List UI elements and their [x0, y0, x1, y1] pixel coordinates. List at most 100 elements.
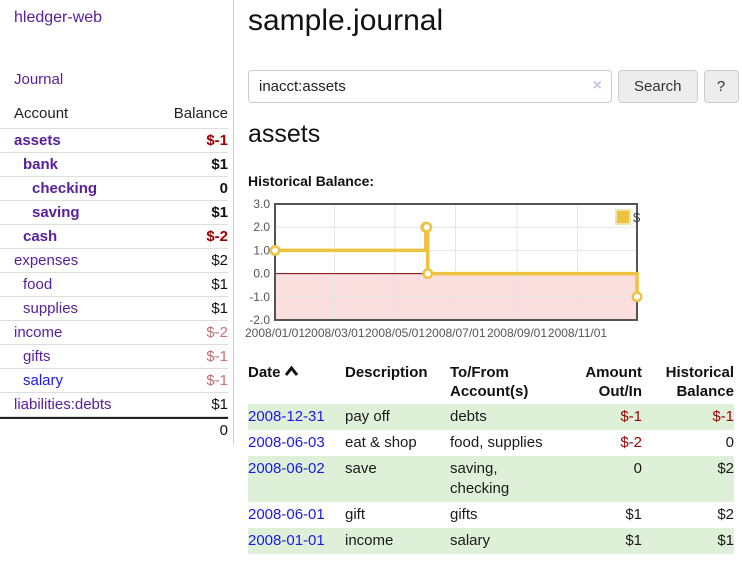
- svg-text:2008/09/01: 2008/09/01: [487, 326, 547, 340]
- transaction-balance: $2: [717, 506, 734, 523]
- chart-title: Historical Balance:: [248, 173, 375, 189]
- account-row: expenses $2: [0, 249, 228, 273]
- account-row: saving $1: [0, 201, 228, 225]
- account-link[interactable]: gifts: [23, 348, 51, 365]
- account-row: assets $-1: [0, 129, 228, 153]
- svg-text:2008/07/01: 2008/07/01: [425, 326, 485, 340]
- transaction-balance: $-1: [712, 408, 734, 425]
- app-title-link[interactable]: hledger-web: [14, 9, 103, 26]
- account-row: salary $-1: [0, 369, 228, 393]
- account-balance: $1: [211, 276, 228, 293]
- sort-ascending-icon: [284, 363, 298, 382]
- search-bar: × Search ?: [248, 70, 739, 103]
- account-link[interactable]: income: [14, 324, 63, 341]
- transaction-date-link[interactable]: 2008-06-01: [248, 506, 325, 523]
- transaction-amount: $1: [625, 506, 642, 523]
- svg-text:-1.0: -1.0: [249, 290, 270, 304]
- column-header-accounts: To/From Account(s): [450, 362, 585, 404]
- svg-text:1.0: 1.0: [253, 243, 270, 257]
- balance-column-header: Balance: [173, 105, 228, 122]
- account-row: food $1: [0, 273, 228, 297]
- account-balance: $2: [211, 252, 228, 269]
- amount-header-line1: Amount: [585, 364, 642, 381]
- clear-search-icon[interactable]: ×: [592, 77, 602, 94]
- transaction-description: pay off: [345, 408, 390, 425]
- svg-text:2008/05/01: 2008/05/01: [365, 326, 425, 340]
- account-row: checking 0: [0, 177, 228, 201]
- transaction-description: eat & shop: [345, 434, 417, 451]
- accounts-tree-header: Account Balance: [0, 102, 228, 129]
- main-content: sample.journal × Search ? assets Histori…: [245, 0, 739, 582]
- account-link[interactable]: expenses: [14, 252, 79, 269]
- account-balance: $1: [211, 204, 228, 221]
- account-row: income $-2: [0, 321, 228, 345]
- account-balance: $-1: [206, 372, 228, 389]
- register-row: 2008-06-01 gift gifts $1 $2: [248, 502, 734, 528]
- register-row: 2008-06-03 eat & shop food, supplies $-2…: [248, 430, 734, 456]
- transaction-date-link[interactable]: 2008-01-01: [248, 532, 325, 549]
- transaction-date-link[interactable]: 2008-12-31: [248, 408, 325, 425]
- transaction-description: income: [345, 532, 394, 549]
- account-row: supplies $1: [0, 297, 228, 321]
- account-link[interactable]: assets: [14, 132, 61, 149]
- svg-text:0.0: 0.0: [253, 267, 270, 281]
- accounts-column-header: Account: [14, 105, 69, 122]
- account-balance: $1: [211, 396, 228, 413]
- sidebar-item-journal[interactable]: Journal: [14, 71, 64, 88]
- svg-text:2008/11/01: 2008/11/01: [548, 326, 607, 340]
- account-row: gifts $-1: [0, 345, 228, 369]
- account-link[interactable]: salary: [23, 372, 64, 389]
- register-row: 2008-12-31 pay off debts $-1 $-1: [248, 404, 734, 430]
- account-link[interactable]: cash: [23, 228, 58, 245]
- transaction-amount: $-2: [620, 434, 642, 451]
- account-link[interactable]: checking: [32, 180, 98, 197]
- accounts-total-row: 0: [0, 417, 228, 441]
- register-row: 2008-01-01 income salary $1 $1: [248, 528, 734, 554]
- transaction-balance: 0: [725, 434, 734, 451]
- register-rows: 2008-12-31 pay off debts $-1 $-1 2008-06…: [248, 404, 734, 554]
- transaction-balance: $2: [717, 460, 734, 477]
- accounts-total-value: 0: [219, 421, 228, 439]
- svg-text:$: $: [633, 210, 641, 225]
- help-button[interactable]: ?: [703, 70, 739, 103]
- account-link[interactable]: food: [23, 276, 53, 293]
- account-row: liabilities:debts $1: [0, 393, 228, 417]
- transaction-amount: $1: [625, 532, 642, 549]
- transaction-description: gift: [345, 506, 366, 523]
- account-link[interactable]: supplies: [23, 300, 79, 317]
- sidebar: hledger-web Journal Account Balance asse…: [0, 0, 234, 444]
- accounts-header-line2: Account(s): [450, 383, 529, 400]
- svg-text:2.0: 2.0: [253, 220, 270, 234]
- transaction-accounts: saving, checking: [450, 460, 510, 497]
- transaction-amount: 0: [633, 460, 642, 477]
- balance-header-line2: Balance: [676, 383, 734, 400]
- account-balance: $-1: [206, 132, 228, 149]
- account-link[interactable]: saving: [32, 204, 80, 221]
- transaction-amount: $-1: [620, 408, 642, 425]
- account-balance: $-1: [206, 348, 228, 365]
- transaction-balance: $1: [717, 532, 734, 549]
- svg-text:2008/01/01: 2008/01/01: [245, 326, 305, 340]
- historical-balance-chart: $3.0 2.0 1.0 0.0 -1.0 -2.0 2008/01/01 2008/03/0…: [244, 196, 648, 342]
- accounts-header-line1: To/From: [450, 364, 509, 381]
- column-header-amount: Amount Out/In: [585, 362, 642, 404]
- transaction-accounts: salary: [450, 532, 491, 549]
- transaction-date-link[interactable]: 2008-06-02: [248, 460, 325, 477]
- date-header-label: Date: [248, 364, 281, 381]
- column-header-date[interactable]: Date: [248, 362, 345, 404]
- account-balance: $-2: [206, 228, 228, 245]
- svg-text:-2.0: -2.0: [249, 313, 270, 327]
- account-link[interactable]: liabilities:debts: [14, 396, 112, 413]
- register-table: Date Description To/From Account(s) Amou…: [248, 362, 734, 554]
- column-header-description: Description: [345, 364, 428, 381]
- page-title: sample.journal: [248, 4, 444, 37]
- search-button[interactable]: Search: [618, 70, 698, 103]
- account-rows: assets $-1 bank $1 checking 0 saving $1 …: [0, 129, 228, 417]
- account-link[interactable]: bank: [23, 156, 59, 173]
- transaction-date-link[interactable]: 2008-06-03: [248, 434, 325, 451]
- account-row: cash $-2: [0, 225, 228, 249]
- svg-text:2008/03/01: 2008/03/01: [304, 326, 364, 340]
- account-balance: $1: [211, 156, 228, 173]
- search-input[interactable]: [248, 70, 612, 103]
